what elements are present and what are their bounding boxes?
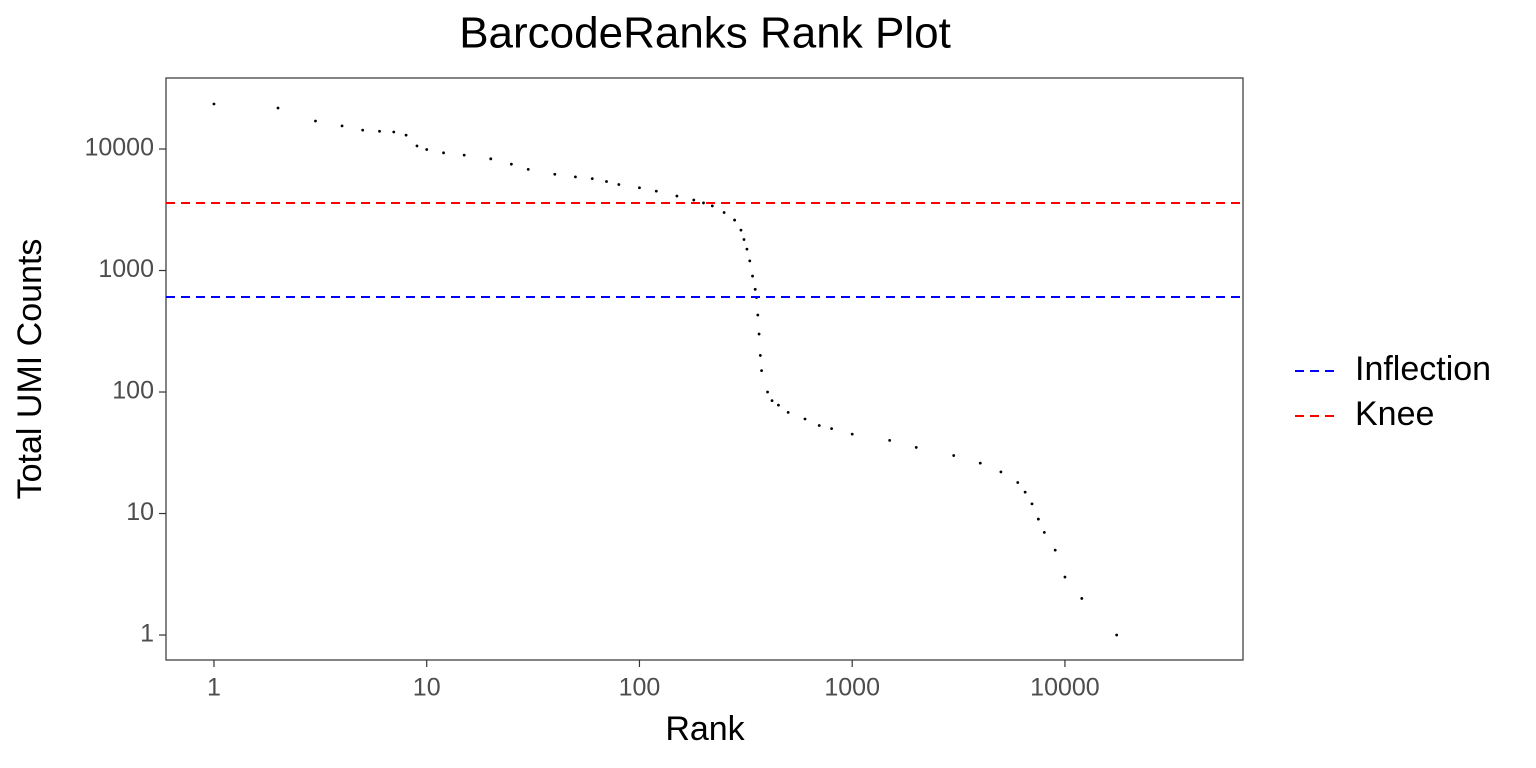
data-point — [777, 403, 780, 407]
data-point — [489, 157, 493, 161]
data-point — [1036, 517, 1040, 521]
x-tick-label: 10000 — [1030, 674, 1100, 702]
data-point — [850, 432, 854, 436]
data-point — [758, 354, 762, 357]
data-point — [212, 102, 216, 106]
data-point — [590, 177, 594, 181]
data-point — [462, 153, 466, 157]
y-tick-label: 1000 — [98, 255, 154, 283]
data-point — [425, 148, 429, 151]
data-point — [888, 438, 892, 442]
data-point — [553, 172, 557, 176]
data-point — [751, 274, 754, 278]
y-tick-label: 100 — [112, 377, 154, 405]
data-point — [830, 427, 833, 430]
data-point — [638, 186, 641, 190]
data-point — [361, 128, 365, 132]
data-point — [574, 175, 577, 179]
data-point — [692, 198, 696, 202]
data-point — [404, 133, 408, 137]
data-point — [722, 211, 726, 214]
data-point — [914, 446, 918, 449]
data-point — [786, 410, 790, 414]
data-point — [1063, 575, 1067, 579]
data-point — [952, 454, 956, 457]
data-point — [999, 470, 1003, 474]
data-point — [1016, 481, 1020, 484]
data-point — [770, 399, 774, 402]
chart-title: BarcodeRanks Rank Plot — [459, 9, 951, 58]
data-point — [378, 129, 381, 133]
y-axis-title: Total UMI Counts — [11, 239, 49, 500]
data-point — [733, 218, 736, 222]
data-point — [756, 313, 760, 317]
y-tick-label: 1 — [140, 620, 154, 648]
data-point — [978, 461, 982, 465]
data-point — [1115, 633, 1119, 637]
data-point — [314, 119, 317, 123]
data-point — [710, 204, 714, 208]
data-point — [340, 124, 344, 128]
data-point — [753, 287, 757, 291]
y-tick-label: 10 — [126, 498, 154, 526]
data-point — [442, 151, 445, 155]
data-point — [803, 417, 807, 421]
x-tick-label: 100 — [619, 674, 661, 702]
data-point — [617, 183, 621, 186]
data-point — [1023, 490, 1027, 494]
data-point — [509, 162, 513, 166]
data-point — [702, 201, 705, 205]
panel-border — [165, 77, 1244, 661]
data-point — [760, 369, 763, 373]
x-tick-label: 1000 — [824, 674, 880, 702]
data-point — [817, 424, 821, 427]
data-point — [757, 332, 761, 336]
data-point — [526, 167, 530, 171]
data-point — [739, 228, 743, 232]
data-point — [1080, 597, 1084, 600]
data-point — [276, 106, 280, 110]
data-point — [748, 259, 752, 263]
data-point — [392, 130, 396, 134]
x-tick-label: 10 — [413, 674, 441, 702]
y-tick-label: 10000 — [84, 134, 154, 162]
legend-label: Knee — [1355, 395, 1434, 433]
data-point — [766, 390, 769, 394]
x-axis-title: Rank — [665, 710, 745, 748]
data-point — [605, 180, 608, 183]
data-point — [745, 247, 749, 251]
x-tick-label: 1 — [207, 674, 221, 702]
data-point — [1042, 530, 1046, 534]
data-point — [654, 189, 658, 193]
data-point — [415, 144, 419, 148]
data-point — [1053, 548, 1057, 552]
legend-label: Inflection — [1355, 350, 1491, 388]
data-point — [742, 238, 746, 241]
data-point — [1030, 502, 1034, 506]
data-point — [675, 194, 679, 198]
